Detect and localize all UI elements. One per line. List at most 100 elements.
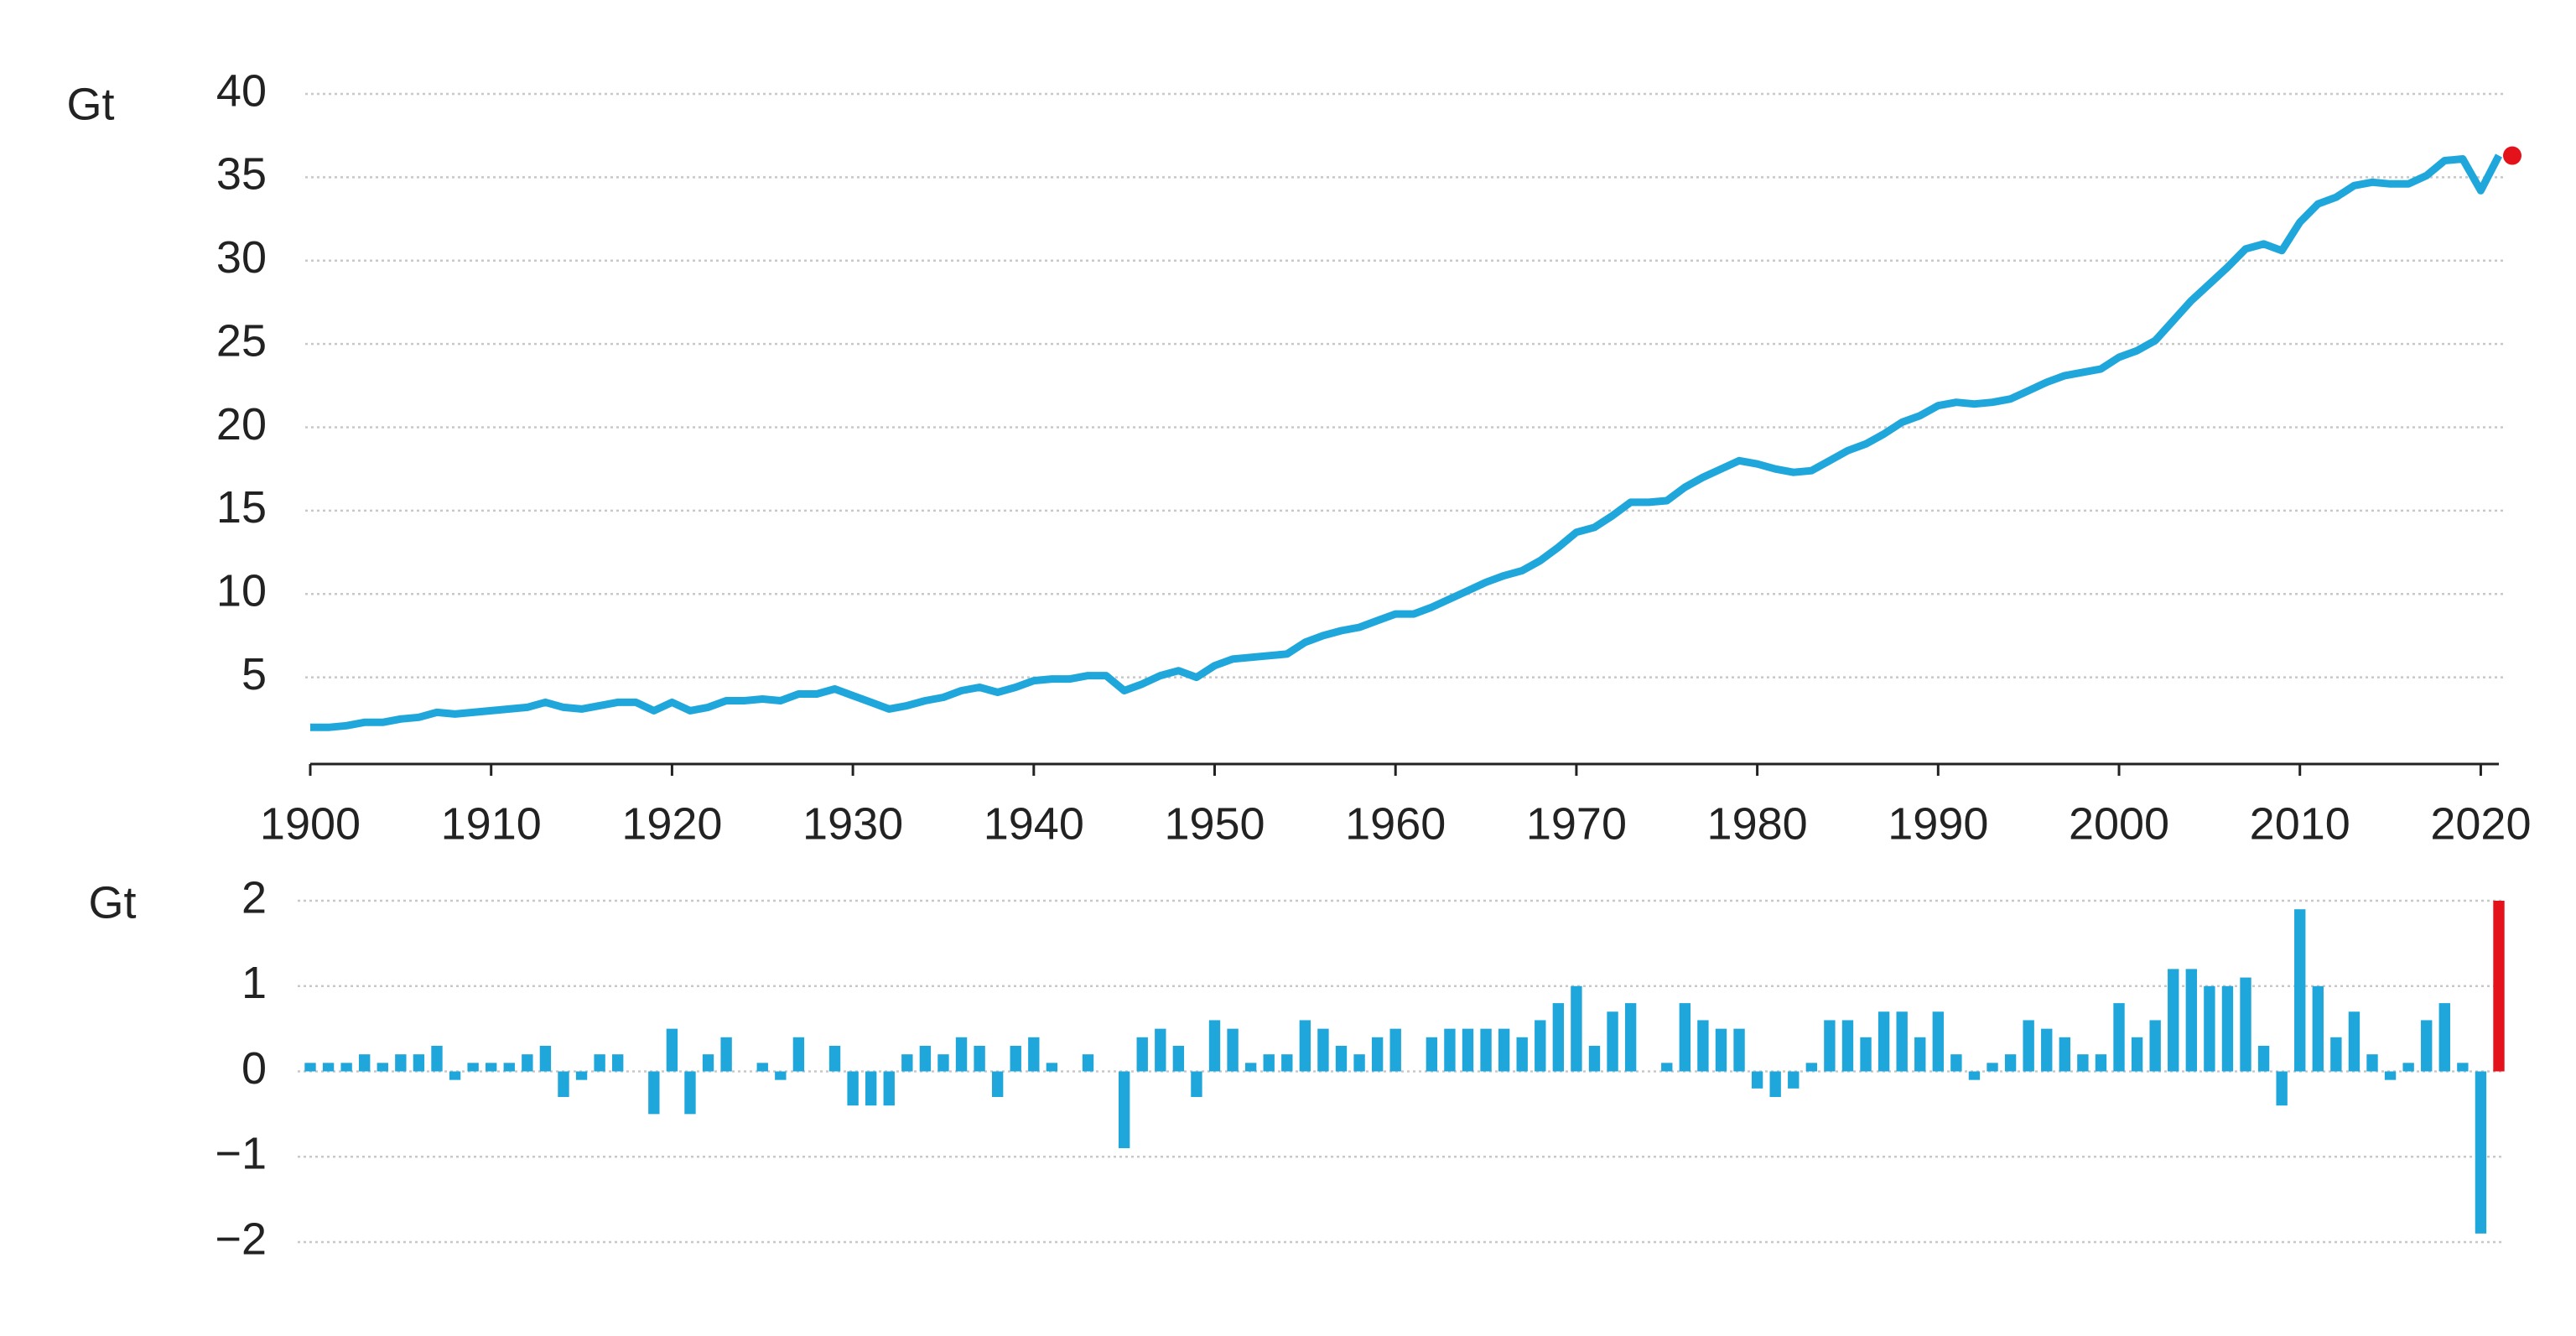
bar	[666, 1028, 678, 1072]
bar	[1751, 1071, 1763, 1089]
bar	[340, 1063, 352, 1072]
bar	[2077, 1054, 2089, 1072]
y-tick-label: 2	[242, 872, 267, 923]
bar	[1715, 1028, 1727, 1072]
bar	[1227, 1028, 1239, 1072]
y-axis-label: Gt	[66, 79, 114, 129]
y-axis-label: Gt	[88, 877, 136, 928]
bar	[1281, 1054, 1293, 1072]
bar	[1788, 1071, 1800, 1089]
bar	[775, 1071, 787, 1080]
x-tick-label: 2010	[2250, 798, 2350, 849]
bar	[2059, 1037, 2071, 1072]
bar	[1697, 1020, 1709, 1072]
bar	[1263, 1054, 1275, 1072]
bar	[1552, 1003, 1565, 1072]
bar	[648, 1071, 660, 1115]
bar	[1896, 1011, 1908, 1072]
bar	[974, 1045, 985, 1072]
y-tick-label: 5	[242, 649, 267, 699]
bar	[1679, 1003, 1691, 1072]
bar	[2421, 1020, 2433, 1072]
bar	[1155, 1028, 1166, 1072]
x-tick-label: 1940	[984, 798, 1084, 849]
bar	[1317, 1028, 1329, 1072]
bar	[2204, 985, 2215, 1072]
bar	[2004, 1054, 2017, 1072]
bar	[1841, 1020, 1854, 1072]
bar	[2168, 969, 2179, 1072]
bar	[1498, 1028, 1510, 1072]
bar	[702, 1054, 714, 1072]
bar	[2457, 1063, 2469, 1072]
bar	[828, 1045, 841, 1072]
bar	[720, 1037, 732, 1072]
bar	[1244, 1063, 1257, 1072]
bar	[937, 1054, 949, 1072]
bar	[2475, 1071, 2487, 1234]
bar	[395, 1054, 407, 1072]
bar	[486, 1063, 497, 1072]
bar	[2294, 909, 2306, 1072]
bar	[467, 1063, 479, 1072]
y-tick-label: −1	[215, 1129, 267, 1179]
y-tick-label: 25	[216, 315, 267, 366]
y-tick-label: 0	[242, 1043, 267, 1094]
y-tick-label: 20	[216, 399, 267, 450]
bar	[1353, 1054, 1365, 1072]
x-tick-label: 1920	[621, 798, 722, 849]
bar	[1968, 1071, 1981, 1080]
y-tick-label: 30	[216, 232, 267, 283]
bar	[1028, 1037, 1040, 1072]
y-tick-label: 40	[216, 65, 267, 116]
x-tick-label: 1900	[260, 798, 361, 849]
x-tick-label: 1960	[1345, 798, 1446, 849]
bar	[1082, 1054, 1094, 1072]
highlight-point	[2503, 146, 2521, 165]
bar	[2149, 1020, 2161, 1072]
x-tick-label: 1910	[441, 798, 542, 849]
bar	[684, 1071, 696, 1115]
bar	[1950, 1054, 1962, 1072]
bar	[1661, 1063, 1673, 1072]
bar	[901, 1054, 913, 1072]
bar	[2131, 1037, 2143, 1072]
bar	[1624, 1003, 1637, 1072]
bar	[1535, 1020, 1546, 1072]
bar	[1805, 1063, 1818, 1072]
y-tick-label: 35	[216, 149, 267, 200]
bar	[539, 1045, 552, 1072]
bar	[1426, 1037, 1438, 1072]
bar	[792, 1037, 805, 1072]
bar	[558, 1071, 569, 1098]
bar	[955, 1037, 968, 1072]
bar	[2312, 985, 2324, 1072]
bar	[377, 1063, 388, 1072]
y-tick-label: 15	[216, 482, 267, 533]
bar	[847, 1071, 859, 1106]
bar	[304, 1063, 316, 1072]
bar	[1860, 1037, 1872, 1072]
y-tick-label: −2	[215, 1214, 267, 1264]
bar	[2257, 1045, 2270, 1072]
bar	[919, 1045, 932, 1072]
bar	[1136, 1037, 1148, 1072]
bar	[1118, 1071, 1130, 1149]
bar	[1010, 1045, 1021, 1072]
bar	[612, 1054, 624, 1072]
line	[310, 153, 2502, 731]
bar	[1733, 1028, 1745, 1072]
x-tick-label: 1980	[1707, 798, 1808, 849]
bar	[1389, 1028, 1401, 1072]
bar	[2402, 1063, 2414, 1072]
bar	[1516, 1037, 1528, 1072]
bar	[1914, 1037, 1926, 1072]
bar	[1046, 1063, 1058, 1072]
bar	[431, 1045, 443, 1072]
bar	[865, 1071, 877, 1106]
bar	[883, 1071, 895, 1106]
bar	[2438, 1003, 2450, 1072]
bar	[2493, 901, 2505, 1072]
bar	[1571, 985, 1582, 1072]
